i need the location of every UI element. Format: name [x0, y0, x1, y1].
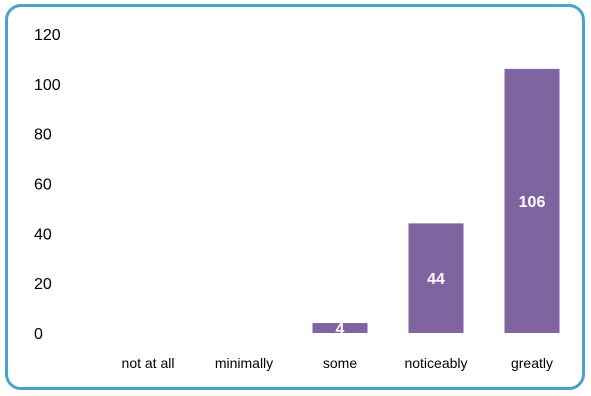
y-tick-label: 80	[34, 127, 52, 144]
bar-chart: 0 20 40 60 80 100 120 not at all minimally 4 some 4…	[34, 27, 560, 371]
y-tick-label: 0	[34, 326, 43, 343]
data-label: 4	[336, 321, 345, 338]
y-tick-label: 100	[34, 77, 61, 94]
data-label: 44	[427, 271, 445, 288]
y-tick-label: 120	[34, 27, 61, 44]
x-category-label: not at all	[122, 355, 175, 371]
x-category-label: some	[323, 355, 357, 371]
bar-greatly	[504, 68, 560, 333]
x-category-label: noticeably	[404, 355, 467, 371]
y-tick-label: 20	[34, 276, 52, 293]
x-category-label: minimally	[215, 355, 273, 371]
chart-frame: 0 20 40 60 80 100 120 not at all minimally 4 some 4…	[5, 4, 585, 390]
data-label: 106	[519, 194, 546, 211]
bar-noticeably	[408, 223, 464, 333]
x-category-label: greatly	[511, 355, 553, 371]
bar-some	[312, 323, 368, 333]
y-tick-label: 60	[34, 177, 52, 194]
y-tick-label: 40	[34, 226, 52, 243]
